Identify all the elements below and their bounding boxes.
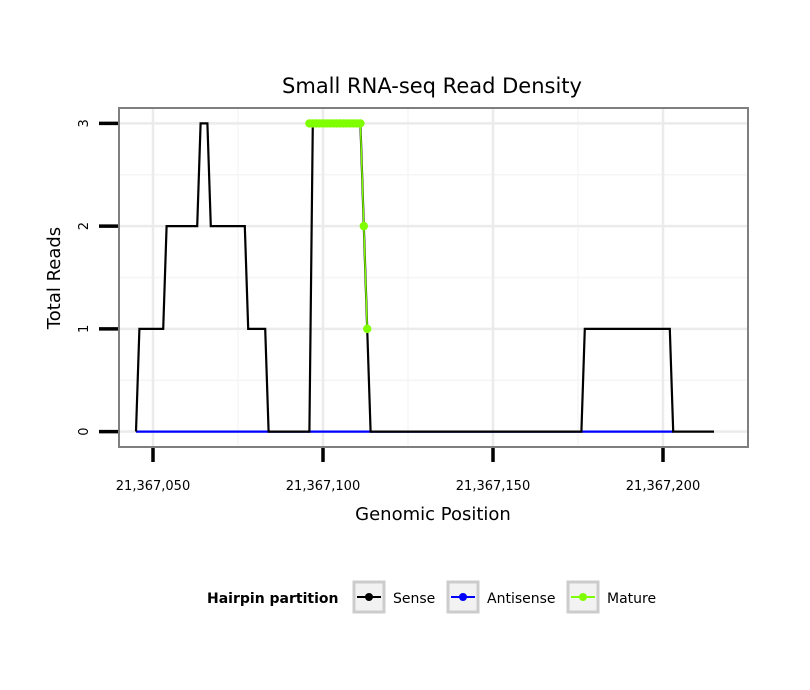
legend-title: Hairpin partition xyxy=(207,591,338,607)
legend-key-dot-sense xyxy=(365,593,373,601)
legend-key-dot-mature xyxy=(579,593,587,601)
legend-key-dot-antisense xyxy=(459,593,467,601)
series-markers xyxy=(305,119,372,334)
chart-title: Small RNA-seq Read Density xyxy=(282,74,582,98)
x-tick-label: 21,367,050 xyxy=(116,479,190,494)
data-point-mature xyxy=(363,324,372,334)
y-tick-label: 3 xyxy=(77,119,92,127)
y-tick-label: 0 xyxy=(77,427,92,435)
legend-label-mature: Mature xyxy=(607,591,656,607)
y-tick-label: 2 xyxy=(77,222,92,230)
series-line-sense xyxy=(134,122,714,433)
y-axis-label: Total Reads xyxy=(44,227,65,330)
legend-label-antisense: Antisense xyxy=(487,591,556,607)
data-point-mature xyxy=(359,221,368,231)
x-tick-label: 21,367,150 xyxy=(456,479,530,494)
axes: 21,367,050 21,367,100 21,367,150 21,367,200… xyxy=(77,119,700,494)
x-tick-label: 21,367,100 xyxy=(286,479,360,494)
legend: Hairpin partition Sense Antisense Mature xyxy=(207,580,656,614)
x-tick-label: 21,367,200 xyxy=(626,479,700,494)
x-axis-label: Genomic Position xyxy=(355,504,511,525)
y-tick-label: 1 xyxy=(77,325,92,333)
data-point-mature xyxy=(356,119,365,128)
legend-label-sense: Sense xyxy=(393,591,435,607)
